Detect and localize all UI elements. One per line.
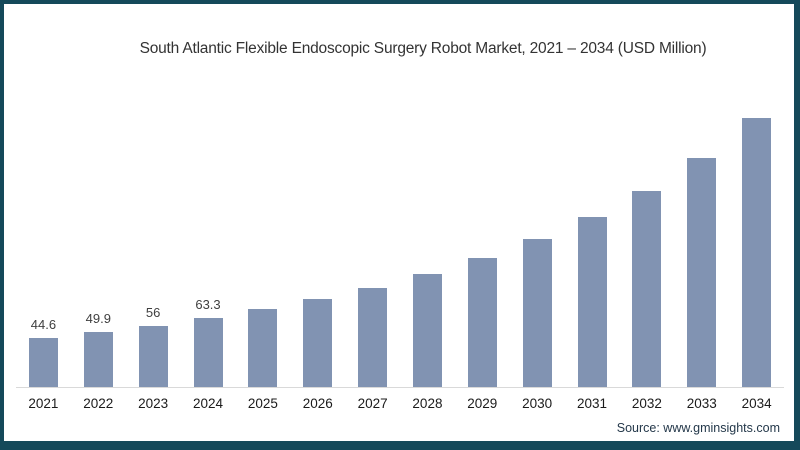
bar-column: 49.9 — [71, 311, 126, 387]
bar-column — [510, 218, 565, 387]
source-attribution: Source: www.gminsights.com — [616, 421, 780, 435]
bar-column: 56 — [126, 305, 181, 387]
bar — [193, 318, 223, 387]
bar — [687, 158, 717, 387]
bar-column — [235, 288, 290, 387]
x-axis-tick-label: 2033 — [686, 396, 717, 411]
bar-column — [455, 237, 510, 387]
bar-column — [345, 267, 400, 387]
bar-column — [729, 97, 784, 387]
bar-column: 63.3 — [181, 297, 236, 387]
bar — [83, 332, 113, 387]
bar-value-label: 49.9 — [85, 311, 111, 326]
x-axis-tick-label: 2027 — [357, 396, 388, 411]
bars-container: 44.6 49.9 56 63.3 — [16, 84, 784, 388]
chart-title: South Atlantic Flexible Endoscopic Surge… — [139, 40, 707, 57]
x-axis-tick-label: 2022 — [83, 396, 114, 411]
bar-column: 44.6 — [16, 317, 71, 387]
bar — [303, 299, 333, 387]
bar — [577, 217, 607, 387]
x-axis-tick-label: 2032 — [631, 396, 662, 411]
bar-value-label: 56 — [145, 305, 161, 320]
x-axis-tick-label: 2026 — [302, 396, 333, 411]
x-axis-tick-label: 2034 — [741, 396, 772, 411]
bar-column — [400, 253, 455, 387]
bar — [138, 326, 168, 387]
bar — [412, 274, 442, 387]
bar-column — [674, 137, 729, 387]
x-axis-tick-label: 2029 — [467, 396, 498, 411]
bar-value-label: 63.3 — [195, 297, 221, 312]
bar-column — [290, 278, 345, 387]
bar-column — [565, 196, 620, 387]
bar — [632, 191, 662, 387]
x-axis-tick-label: 2024 — [192, 396, 224, 411]
bar — [467, 258, 497, 387]
bar — [28, 338, 58, 387]
x-axis-tick-label: 2021 — [28, 396, 59, 411]
bar-chart-plot: 44.6 49.9 56 63.3 2021 2022 2023 2024 2025 2026 2… — [16, 84, 784, 411]
chart-canvas: South Atlantic Flexible Endoscopic Surge… — [4, 4, 794, 441]
bar-column — [619, 170, 674, 387]
x-axis-tick-label: 2031 — [577, 396, 608, 411]
x-axis-tick-label: 2023 — [138, 396, 169, 411]
bar — [522, 239, 552, 387]
x-axis-tick-label: 2030 — [522, 396, 553, 411]
bar-value-label: 44.6 — [30, 317, 57, 332]
x-axis-tick-label: 2025 — [247, 396, 278, 411]
bar — [358, 288, 388, 387]
x-axis-labels: 2021 2022 2023 2024 2025 2026 2027 2028 2029 2030… — [16, 396, 784, 411]
x-axis-tick-label: 2028 — [412, 396, 443, 411]
bar — [742, 118, 772, 387]
bar — [248, 309, 278, 387]
